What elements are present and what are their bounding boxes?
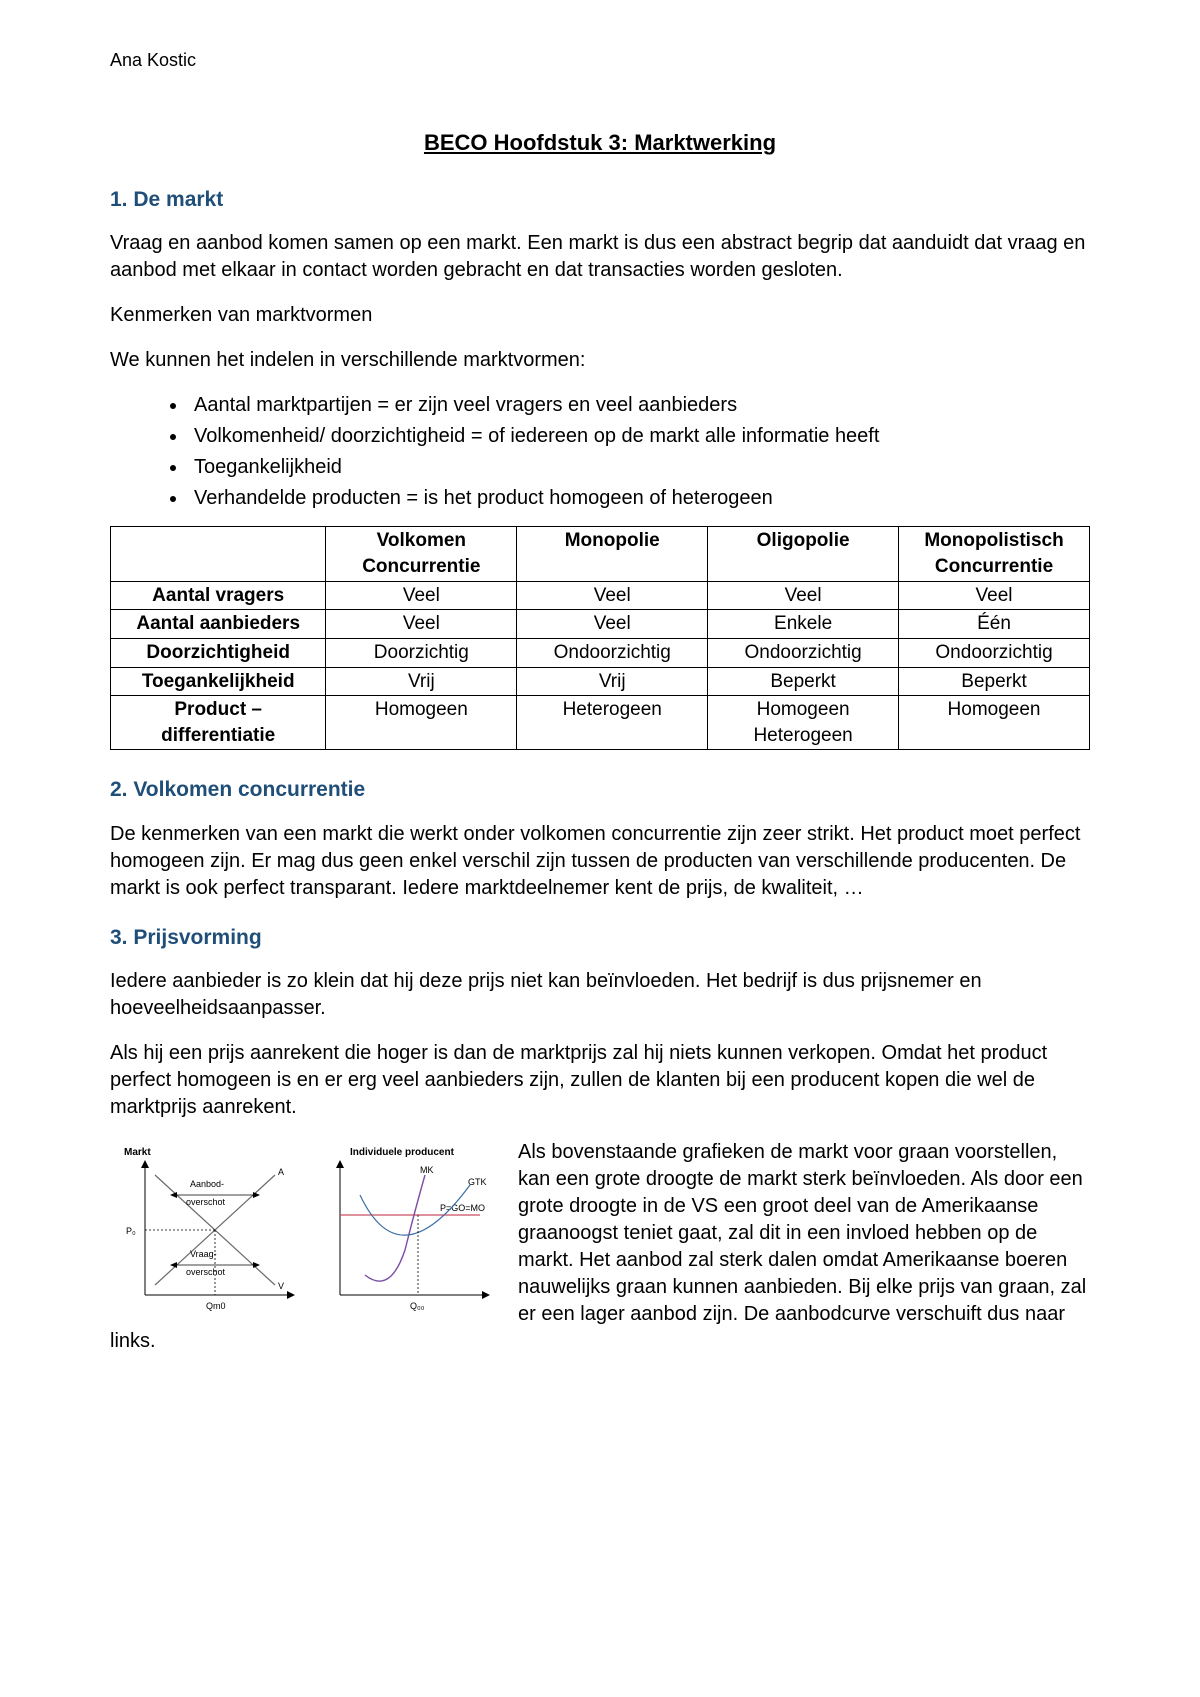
section-1-paragraph-3: We kunnen het indelen in verschillende m… xyxy=(110,347,1090,374)
price-line-label: P=GO=MO xyxy=(440,1203,485,1213)
table-row-header: Aantal vragers xyxy=(111,581,326,610)
table-cell: Ondoorzichtig xyxy=(899,638,1090,667)
table-header-cell: Volkomen Concurrentie xyxy=(326,527,517,581)
table-header-row: Volkomen Concurrentie Monopolie Oligopol… xyxy=(111,527,1090,581)
gtk-label: GTK xyxy=(468,1177,487,1187)
chart-left-title: Markt xyxy=(124,1147,151,1158)
aanbod-label2: overschot xyxy=(186,1197,226,1207)
table-cell: Heterogeen xyxy=(517,696,708,750)
section-2-paragraph-1: De kenmerken van een markt die werkt ond… xyxy=(110,821,1090,902)
author-name: Ana Kostic xyxy=(110,48,1090,72)
table-cell: Veel xyxy=(517,581,708,610)
table-cell: Doorzichtig xyxy=(326,638,517,667)
table-cell: Enkele xyxy=(708,610,899,639)
table-cell: Vrij xyxy=(517,667,708,696)
table-cell: Veel xyxy=(899,581,1090,610)
charts-and-text-block: Markt A V P₀ Qm0 xyxy=(110,1139,1090,1355)
table-row: Toegankelijkheid Vrij Vrij Beperkt Beper… xyxy=(111,667,1090,696)
table-cell: Veel xyxy=(326,581,517,610)
list-item: Volkomenheid/ doorzichtigheid = of ieder… xyxy=(188,423,1090,450)
supply-label: A xyxy=(278,1167,284,1177)
table-cell: Beperkt xyxy=(708,667,899,696)
table-row-header: Toegankelijkheid xyxy=(111,667,326,696)
table-cell: Homogeen Heterogeen xyxy=(708,696,899,750)
list-item: Verhandelde producten = is het product h… xyxy=(188,485,1090,512)
p0-label: P₀ xyxy=(126,1226,136,1236)
table-row: Doorzichtigheid Doorzichtig Ondoorzichti… xyxy=(111,638,1090,667)
section-1-heading: 1. De markt xyxy=(110,186,1090,214)
table-cell: Veel xyxy=(326,610,517,639)
table-row-header: Product – differentiatie xyxy=(111,696,326,750)
aanbod-label1: Aanbod- xyxy=(190,1179,224,1189)
list-item: Toegankelijkheid xyxy=(188,454,1090,481)
document-title: BECO Hoofdstuk 3: Marktwerking xyxy=(110,128,1090,158)
table-row: Product – differentiatie Homogeen Hetero… xyxy=(111,696,1090,750)
vraag-label2: overschot xyxy=(186,1267,226,1277)
mk-label: MK xyxy=(420,1165,434,1175)
table-header-cell: Monopolistisch Concurrentie xyxy=(899,527,1090,581)
market-characteristics-list: Aantal marktpartijen = er zijn veel vrag… xyxy=(188,392,1090,512)
table-header-cell: Monopolie xyxy=(517,527,708,581)
list-item: Aantal marktpartijen = er zijn veel vrag… xyxy=(188,392,1090,419)
demand-label: V xyxy=(278,1281,284,1291)
table-row-header: Doorzichtigheid xyxy=(111,638,326,667)
q00-label: Q₀₀ xyxy=(410,1301,425,1311)
qm0-label: Qm0 xyxy=(206,1301,226,1311)
table-cell: Homogeen xyxy=(899,696,1090,750)
vraag-label1: Vraag- xyxy=(190,1249,217,1259)
table-cell: Vrij xyxy=(326,667,517,696)
section-1-paragraph-2: Kenmerken van marktvormen xyxy=(110,302,1090,329)
chart-right-title: Individuele producent xyxy=(350,1147,455,1158)
section-2-heading: 2. Volkomen concurrentie xyxy=(110,776,1090,804)
market-forms-table: Volkomen Concurrentie Monopolie Oligopol… xyxy=(110,526,1090,750)
economics-charts: Markt A V P₀ Qm0 xyxy=(110,1143,500,1323)
table-cell: Beperkt xyxy=(899,667,1090,696)
table-row-header: Aantal aanbieders xyxy=(111,610,326,639)
table-header-cell xyxy=(111,527,326,581)
table-cell: Veel xyxy=(517,610,708,639)
section-3-paragraph-2: Als hij een prijs aanrekent die hoger is… xyxy=(110,1040,1090,1121)
table-header-cell: Oligopolie xyxy=(708,527,899,581)
section-3-heading: 3. Prijsvorming xyxy=(110,924,1090,952)
table-cell: Één xyxy=(899,610,1090,639)
section-1-paragraph-1: Vraag en aanbod komen samen op een markt… xyxy=(110,230,1090,284)
section-3-paragraph-3-right: Als bovenstaande grafieken de markt voor… xyxy=(518,1141,1083,1271)
table-row: Aantal aanbieders Veel Veel Enkele Één xyxy=(111,610,1090,639)
table-cell: Ondoorzichtig xyxy=(708,638,899,667)
table-cell: Ondoorzichtig xyxy=(517,638,708,667)
table-cell: Homogeen xyxy=(326,696,517,750)
table-row: Aantal vragers Veel Veel Veel Veel xyxy=(111,581,1090,610)
section-3-paragraph-1: Iedere aanbieder is zo klein dat hij dez… xyxy=(110,968,1090,1022)
table-cell: Veel xyxy=(708,581,899,610)
